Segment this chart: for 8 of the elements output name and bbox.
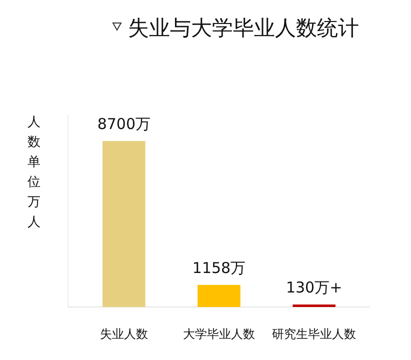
data-label: 1158万	[192, 258, 246, 277]
x-tick-label: 失业人数	[100, 327, 148, 341]
data-label: 130万+	[286, 278, 342, 297]
x-tick-label: 大学毕业人数	[183, 327, 255, 341]
data-label: 8700万	[97, 115, 151, 133]
chart-title: 失业与大学毕业人数统计	[128, 16, 359, 40]
x-tick-label: 研究生毕业人数	[272, 327, 356, 341]
y-axis-title: 人数单位万人	[28, 115, 40, 230]
